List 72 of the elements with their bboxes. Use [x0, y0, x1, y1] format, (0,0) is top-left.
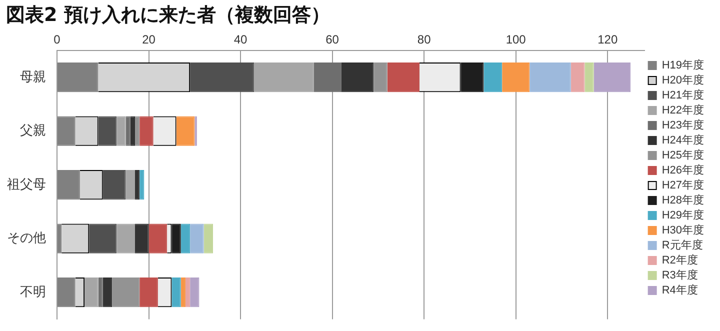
bar [116, 116, 126, 146]
bar [140, 278, 158, 308]
legend-label: R2年度 [662, 254, 698, 267]
legend-label: H24年度 [662, 134, 704, 147]
x-tick-label: 0 [54, 32, 61, 47]
y-tick-label: 祖父母 [7, 176, 46, 192]
bar [172, 278, 181, 308]
legend-label: H26年度 [662, 164, 704, 177]
bar [130, 116, 136, 146]
legend-label: H30年度 [662, 224, 704, 237]
bar [341, 62, 374, 92]
bar [387, 62, 420, 92]
legend-label: H28年度 [662, 194, 704, 207]
y-tick-label: 不明 [20, 284, 46, 299]
bar [102, 170, 126, 200]
legend-label: H27年度 [662, 178, 704, 192]
legend-label: H23年度 [662, 118, 704, 132]
bar [58, 224, 62, 254]
legend-label: R3年度 [662, 268, 698, 282]
bar [84, 278, 98, 308]
bar [140, 116, 154, 146]
bar [460, 62, 484, 92]
legend-label: H19年度 [662, 58, 704, 72]
bar [176, 116, 195, 146]
bar [58, 170, 80, 200]
bar [112, 278, 140, 308]
bar [126, 170, 136, 200]
bar [89, 224, 117, 254]
x-tick-label: 40 [234, 32, 248, 47]
bar [126, 116, 130, 146]
bar [98, 116, 117, 146]
bar [185, 278, 190, 308]
bar [594, 62, 631, 92]
x-tick-label: 60 [326, 32, 340, 47]
bar [58, 278, 76, 308]
bar [314, 62, 342, 92]
legend-label: R元年度 [662, 238, 703, 252]
bar [180, 224, 190, 254]
bar [172, 224, 181, 254]
legend-label: H29年度 [662, 208, 704, 222]
bar [190, 224, 204, 254]
bar [58, 62, 98, 92]
bar [135, 224, 149, 254]
bar [374, 62, 388, 92]
legend-label: H25年度 [662, 148, 704, 162]
bar [584, 62, 594, 92]
legend-label: H20年度 [662, 74, 704, 87]
legend-label: H21年度 [662, 88, 704, 102]
bar [190, 278, 200, 308]
bar [254, 62, 314, 92]
bar [570, 62, 585, 92]
bar [502, 62, 530, 92]
bar [180, 278, 186, 308]
chart-title: 図表2 預け入れに来た者（複数回答） [5, 3, 331, 28]
bar [204, 224, 214, 254]
bar [58, 116, 76, 146]
x-tick-label: 100 [506, 32, 526, 47]
bar [530, 62, 571, 92]
x-tick-label: 20 [142, 32, 156, 47]
legend-label: H22年度 [662, 104, 704, 117]
y-tick-label: その他 [7, 230, 46, 246]
legend-label: R4年度 [662, 284, 698, 297]
bar [116, 224, 136, 254]
bar [98, 278, 103, 308]
y-tick-label: 父親 [20, 122, 46, 138]
x-tick-label: 80 [417, 32, 432, 47]
y-tick-label: 母親 [20, 68, 46, 84]
x-tick-label: 120 [598, 32, 618, 47]
bar [148, 224, 168, 254]
bar [102, 278, 112, 308]
bar [190, 62, 254, 92]
bar [484, 62, 502, 92]
